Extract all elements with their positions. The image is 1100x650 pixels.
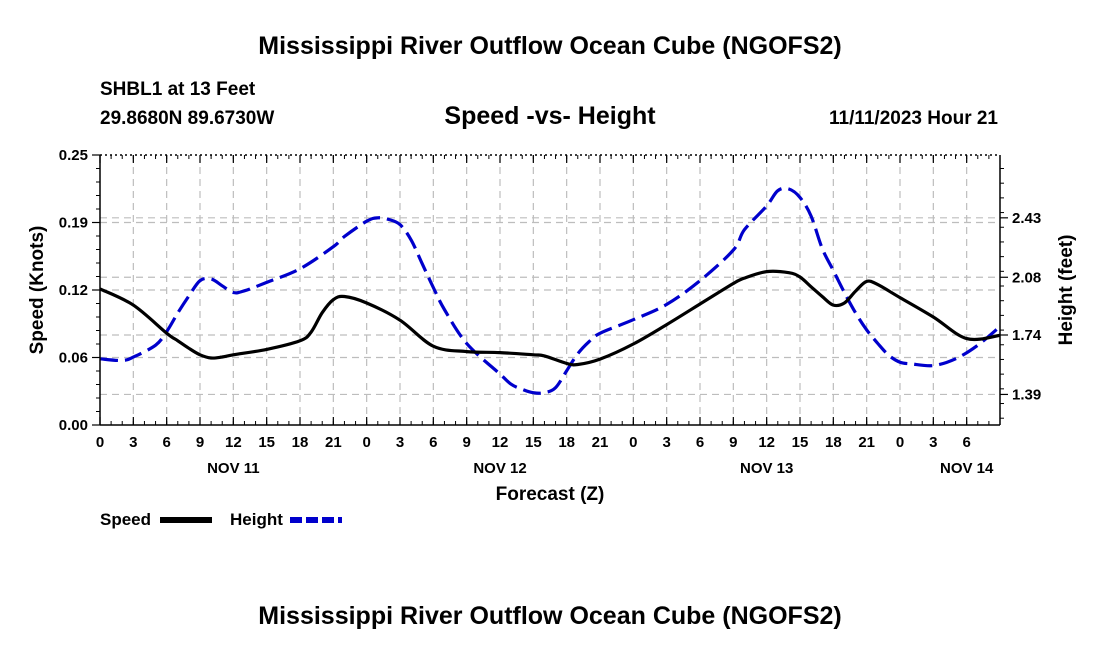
x-tick-label: 6 [696, 434, 704, 451]
x-tick-label: 18 [558, 434, 575, 451]
tick-labels-layer: 0 3 6 9 12 15 18 21 0 3 6 9 12 15 18 21 0 3 6 9 12 15 18 21 0 3 6 N… [59, 147, 1042, 477]
x-axis-label: Forecast (Z) [496, 484, 605, 505]
x-tick-label: 21 [325, 434, 342, 451]
x-tick-label: 3 [662, 434, 670, 451]
height-series-line [99, 186, 1002, 395]
y-left-tick-label: 0.06 [59, 350, 88, 367]
y-axis-right-label: Height (feet) [1056, 235, 1077, 346]
x-tick-label: 18 [825, 434, 842, 451]
x-tick-label: 12 [492, 434, 509, 451]
y-right-tick-label: 2.43 [1012, 210, 1041, 227]
speed-series-line [99, 269, 1001, 367]
day-label: NOV 14 [940, 460, 994, 477]
y-right-tick-label: 2.08 [1012, 269, 1041, 286]
x-tick-label: 3 [929, 434, 937, 451]
y-right-tick-label: 1.74 [1012, 327, 1042, 344]
station-label: SHBL1 at 13 Feet [100, 79, 256, 100]
x-tick-label: 15 [525, 434, 542, 451]
legend: Speed Height [100, 510, 342, 529]
x-tick-label: 15 [258, 434, 275, 451]
x-tick-label: 0 [629, 434, 637, 451]
legend-height-label: Height [230, 510, 283, 529]
legend-speed-label: Speed [100, 510, 151, 529]
x-tick-label: 21 [592, 434, 609, 451]
station-coords: 29.8680N 89.6730W [100, 108, 274, 129]
x-tick-label: 12 [758, 434, 775, 451]
x-tick-label: 15 [792, 434, 809, 451]
x-tick-label: 0 [362, 434, 370, 451]
chart-subtitle: Speed -vs- Height [444, 102, 656, 130]
y-left-tick-label: 0.00 [59, 417, 88, 434]
y-left-tick-label: 0.25 [59, 147, 88, 164]
y-right-tick-label: 1.39 [1012, 386, 1041, 403]
x-tick-label: 12 [225, 434, 242, 451]
axes-layer [92, 154, 1008, 426]
x-tick-label: 6 [962, 434, 970, 451]
day-label: NOV 13 [740, 460, 793, 477]
x-tick-label: 9 [729, 434, 737, 451]
y-axis-left-label: Speed (Knots) [27, 226, 48, 355]
footer-title: Mississippi River Outflow Ocean Cube (NG… [258, 602, 841, 630]
x-tick-label: 9 [462, 434, 470, 451]
chart-title: Mississippi River Outflow Ocean Cube (NG… [258, 32, 841, 60]
x-tick-label: 3 [129, 434, 137, 451]
x-tick-label: 6 [162, 434, 170, 451]
x-tick-label: 0 [96, 434, 104, 451]
y-left-tick-label: 0.12 [59, 282, 88, 299]
x-tick-label: 6 [429, 434, 437, 451]
x-tick-label: 18 [292, 434, 309, 451]
y-left-tick-label: 0.19 [59, 215, 88, 232]
grid-layer [100, 155, 1000, 425]
day-label: NOV 11 [207, 460, 260, 477]
series-layer [99, 186, 1002, 395]
x-tick-label: 21 [858, 434, 875, 451]
day-label: NOV 12 [473, 460, 526, 477]
x-tick-label: 3 [396, 434, 404, 451]
forecast-datetime: 11/11/2023 Hour 21 [829, 108, 998, 129]
x-tick-label: 0 [896, 434, 904, 451]
x-tick-label: 9 [196, 434, 204, 451]
